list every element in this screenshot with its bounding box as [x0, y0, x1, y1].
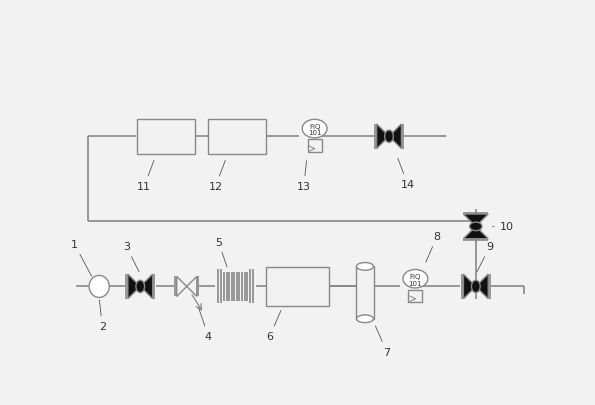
Text: 12: 12 [208, 161, 226, 192]
Ellipse shape [302, 120, 327, 139]
Text: 10: 10 [493, 222, 514, 232]
Text: 101: 101 [409, 280, 422, 286]
Text: 5: 5 [215, 237, 227, 267]
Ellipse shape [471, 281, 480, 293]
Bar [137, 119, 195, 155]
Text: 11: 11 [137, 161, 154, 192]
Text: 101: 101 [308, 130, 321, 136]
Polygon shape [476, 275, 488, 299]
Text: 13: 13 [297, 161, 311, 192]
Ellipse shape [403, 270, 428, 288]
Bar [208, 119, 266, 155]
Ellipse shape [356, 263, 374, 271]
Ellipse shape [469, 222, 482, 231]
Ellipse shape [385, 131, 393, 143]
Bar [408, 290, 422, 302]
Ellipse shape [136, 281, 145, 293]
Polygon shape [128, 275, 140, 299]
Text: 4: 4 [199, 308, 212, 342]
Text: 6: 6 [266, 311, 281, 342]
Text: 8: 8 [426, 232, 441, 263]
Text: 1: 1 [71, 239, 92, 277]
Bar [266, 268, 330, 306]
Polygon shape [464, 275, 476, 299]
Text: 2: 2 [99, 300, 106, 332]
Bar [356, 267, 374, 319]
Polygon shape [389, 125, 402, 149]
Polygon shape [464, 227, 488, 239]
Text: 3: 3 [123, 242, 139, 272]
Ellipse shape [356, 315, 374, 323]
Polygon shape [140, 275, 153, 299]
Polygon shape [377, 125, 389, 149]
Text: FIQ: FIQ [410, 274, 421, 280]
Polygon shape [464, 215, 488, 227]
Text: 7: 7 [375, 326, 390, 357]
Bar [308, 140, 322, 152]
Text: 14: 14 [398, 159, 415, 190]
Text: FIQ: FIQ [309, 124, 320, 130]
Ellipse shape [89, 276, 109, 298]
Text: 9: 9 [477, 242, 493, 272]
